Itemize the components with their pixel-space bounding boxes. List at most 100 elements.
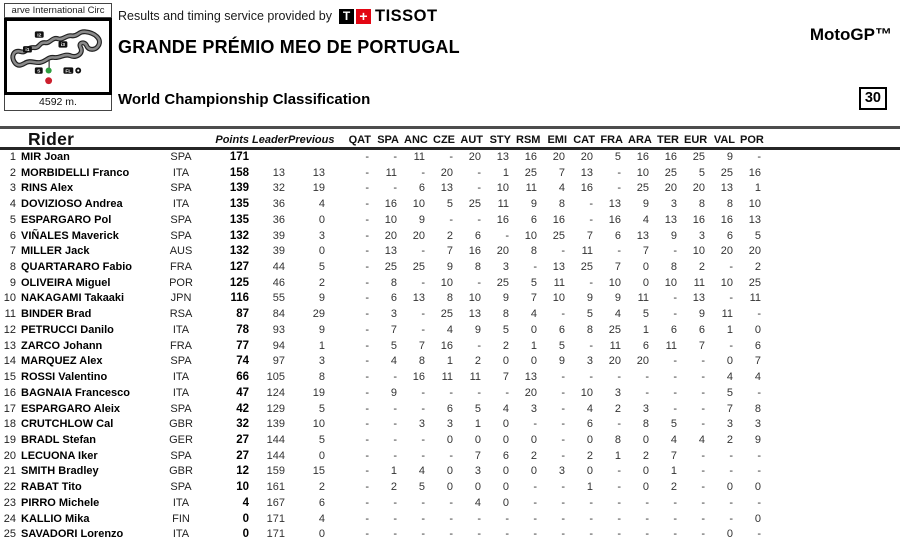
rider-name: ZARCO Johann: [21, 339, 103, 352]
rider-position: 18: [3, 418, 16, 431]
race-points-cell: -: [673, 292, 677, 305]
race-points-cell: 16: [440, 339, 453, 352]
race-points-cell: 25: [580, 261, 593, 274]
race-points-cell: -: [589, 371, 593, 384]
race-points-cell: 20: [552, 151, 565, 163]
race-points-cell: 0: [530, 323, 537, 336]
rider-nationality: FIN: [172, 512, 190, 525]
race-points-cell: -: [477, 182, 481, 195]
race-points-cell: -: [421, 166, 425, 179]
row-spacer: [328, 244, 348, 260]
race-points-cell: 16: [636, 151, 649, 163]
table-row: 21 SMITH Bradley GBR 12 159 15 - 1 4 0 3 0 0 3 0…: [0, 464, 900, 480]
race-points-cell: 1: [726, 323, 733, 336]
race-points-cell: 11: [525, 182, 537, 195]
race-points-cell: 6: [754, 339, 761, 352]
rider-name: SMITH Bradley: [21, 465, 99, 478]
table-row: 15 ROSSI Valentino ITA 66 105 8 - - 16 11 11…: [0, 370, 900, 386]
rider-points: 132: [229, 245, 249, 258]
rider-name: PIRRO Michele: [21, 496, 100, 509]
race-points-cell: 25: [720, 166, 733, 179]
track-map: i2 i1 i3 S FL: [4, 18, 112, 95]
race-points-cell: 2: [754, 261, 761, 274]
row-spacer: [328, 291, 348, 307]
rider-points: 47: [236, 386, 249, 399]
race-points-cell: -: [421, 276, 425, 289]
rider-name: PETRUCCI Danilo: [21, 323, 114, 336]
race-points-cell: 20: [720, 245, 733, 258]
race-points-cell: 10: [496, 182, 509, 195]
rider-points: 0: [242, 512, 249, 525]
gap-to-leader: 94: [272, 339, 285, 352]
race-points-cell: 7: [474, 449, 481, 462]
previous-column-header: Previous: [288, 133, 335, 146]
race-points-cell: 7: [390, 323, 397, 336]
gap-to-previous: 4: [318, 512, 325, 525]
sector-marker-i3: i3: [58, 41, 68, 48]
race-points-cell: 0: [502, 418, 509, 431]
race-points-cell: 5: [698, 166, 705, 179]
race-points-cell: -: [365, 339, 369, 352]
race-points-cell: -: [393, 182, 397, 195]
rider-position: 3: [9, 182, 16, 195]
rider-nationality: RSA: [169, 308, 193, 321]
race-points-cell: -: [561, 496, 565, 509]
race-points-cell: -: [673, 245, 677, 258]
race-points-cell: 4: [418, 465, 425, 478]
race-column-header: EMI: [547, 133, 567, 146]
race-points-cell: -: [701, 449, 705, 462]
race-points-cell: 16: [496, 213, 509, 226]
rider-position: 13: [3, 339, 16, 352]
row-spacer: [328, 166, 348, 182]
rider-points: 132: [229, 229, 249, 242]
race-points-cell: 0: [474, 433, 481, 446]
leader-column-header: Leader: [252, 133, 289, 146]
rider-position: 16: [3, 386, 16, 399]
table-row: 2 MORBIDELLI Franco ITA 158 13 13 - 11 - 20…: [0, 166, 900, 182]
race-points-cell: 13: [552, 261, 565, 274]
race-points-cell: -: [757, 151, 761, 163]
race-points-cell: 9: [642, 198, 649, 211]
table-row: 3 RINS Alex SPA 139 32 19 - - 6 13 - 10 11 4 16 -…: [0, 181, 900, 197]
race-points-cell: 3: [418, 418, 425, 431]
race-points-cell: -: [365, 496, 369, 509]
race-points-cell: 0: [754, 512, 761, 525]
race-points-cell: 0: [502, 465, 509, 478]
race-points-cell: 25: [552, 229, 565, 242]
track-length-label: 4592 m.: [4, 95, 112, 111]
race-points-cell: 0: [726, 355, 733, 368]
race-points-cell: -: [421, 323, 425, 336]
race-points-cell: 8: [474, 261, 481, 274]
race-points-cell: 0: [642, 276, 649, 289]
rider-points: 27: [236, 449, 249, 462]
rider-name: QUARTARARO Fabio: [21, 261, 133, 274]
table-row: 24 KALLIO Mika FIN 0 171 4 - - - - - - - - - - - - -…: [0, 512, 900, 528]
race-points-cell: 11: [637, 292, 649, 305]
race-points-cell: 9: [530, 198, 537, 211]
race-points-cell: -: [561, 308, 565, 321]
race-points-cell: -: [617, 496, 621, 509]
race-points-cell: 8: [698, 198, 705, 211]
race-points-cell: -: [589, 276, 593, 289]
gap-to-leader: 93: [272, 323, 285, 336]
race-points-cell: -: [365, 182, 369, 195]
circuit-name-label: arve International Circ: [4, 3, 112, 18]
class-label: MotoGP™: [809, 25, 892, 44]
rider-nationality: FRA: [170, 261, 192, 274]
race-points-cell: -: [561, 371, 565, 384]
race-column-header: POR: [740, 133, 764, 146]
race-points-cell: -: [701, 418, 705, 431]
race-points-cell: -: [617, 465, 621, 478]
race-points-cell: -: [617, 481, 621, 494]
race-points-cell: -: [729, 465, 733, 478]
race-points-cell: 10: [440, 276, 453, 289]
rider-nationality: ITA: [172, 166, 190, 179]
rider-nationality: POR: [169, 276, 193, 289]
race-points-cell: 2: [474, 355, 481, 368]
race-points-cell: -: [421, 496, 425, 509]
row-spacer: [328, 323, 348, 339]
gap-to-leader: 44: [272, 261, 285, 274]
gap-to-previous: 13: [312, 166, 325, 179]
race-points-cell: 9: [418, 213, 425, 226]
race-points-cell: 8: [502, 308, 509, 321]
